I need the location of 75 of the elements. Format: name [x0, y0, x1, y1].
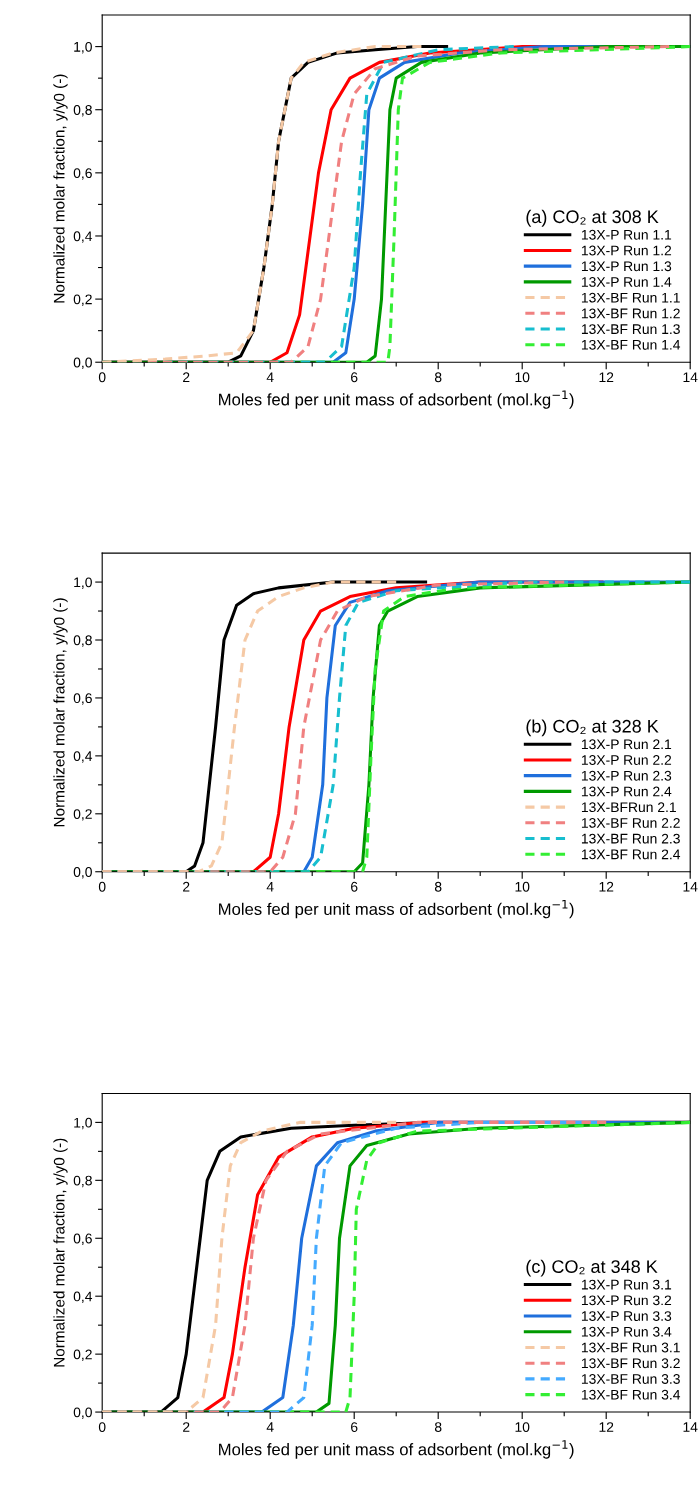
- legend-label: 13X-P Run 2.3: [581, 770, 672, 781]
- x-tick-label: 12: [599, 1422, 614, 1432]
- y-tick-label: 0,4: [73, 231, 93, 243]
- legend-label: 13X-P Run 3.3: [581, 1311, 672, 1321]
- x-tick-label: 0: [98, 881, 106, 892]
- x-tick-label: 2: [183, 372, 190, 383]
- legend-label: 13X-P Run 2.2: [581, 755, 672, 765]
- x-tick-label: 4: [266, 881, 274, 892]
- y-tick-label: 0,2: [73, 809, 92, 821]
- legend-label: 13X-BFRun 2.1: [581, 802, 676, 813]
- y-tick-label: 0,4: [73, 751, 93, 763]
- legend-label: 13X-BF Run 3.2: [581, 1358, 680, 1369]
- legend-label: 13X-P Run 1.1: [581, 229, 672, 240]
- y-tick-label: 0,0: [73, 1407, 92, 1419]
- y-axis-title: Normalized molar fraction, y/y0 (-): [53, 1138, 68, 1367]
- legend-title: (b) CO₂ at 328 K: [526, 719, 659, 737]
- x-tick-label: 8: [434, 372, 442, 383]
- y-tick-label: 1,0: [74, 41, 92, 54]
- legend-label: 13X-BF Run 2.2: [581, 817, 680, 828]
- y-tick-label: 0,2: [73, 1349, 92, 1361]
- y-axis-title: Normalized molar fraction, y/y0 (-): [53, 598, 68, 827]
- y-tick-label: 0,8: [73, 105, 92, 117]
- x-tick-label: 10: [515, 372, 530, 383]
- x-tick-label: 6: [351, 1422, 358, 1432]
- legend-title: (a) CO₂ at 308 K: [526, 209, 659, 227]
- x-tick-label: 0: [98, 1422, 106, 1432]
- x-tick-label: 10: [515, 881, 530, 892]
- y-tick-label: 0,2: [73, 294, 92, 306]
- legend-label: 13X-BF Run 3.1: [581, 1342, 680, 1353]
- y-axis-title: Normalized molar fraction, y/y0 (-): [53, 74, 68, 303]
- x-tick-label: 8: [434, 1422, 442, 1432]
- x-tick-label: 14: [683, 881, 698, 892]
- x-tick-label: 6: [351, 881, 358, 892]
- legend-label: 13X-P Run 1.2: [581, 245, 672, 256]
- y-tick-label: 0,0: [73, 357, 92, 370]
- legend-label: 13X-BF Run 3.4: [581, 1389, 681, 1400]
- legend-label: 13X-BF Run 1.4: [581, 339, 681, 350]
- x-tick-label: 6: [351, 372, 358, 383]
- x-tick-label: 10: [515, 1422, 530, 1432]
- x-tick-label: 14: [683, 372, 698, 383]
- legend-label: 13X-BF Run 3.3: [581, 1374, 680, 1384]
- y-tick-label: 0,6: [73, 168, 92, 180]
- y-tick-label: 0,8: [73, 635, 92, 647]
- x-tick-label: 4: [266, 1422, 274, 1432]
- y-tick-label: 0,8: [73, 1175, 92, 1188]
- legend-label: 13X-P Run 3.1: [581, 1279, 672, 1290]
- y-tick-label: 0,6: [73, 1233, 92, 1246]
- legend-label: 13X-P Run 2.4: [581, 786, 672, 797]
- x-axis-title: Moles fed per unit mass of adsorbent (mol.kg$^{−1}$): [219, 899, 574, 919]
- legend-label: 13X-P Run 3.2: [581, 1295, 672, 1306]
- x-tick-label: 12: [599, 881, 614, 892]
- x-tick-label: 0: [98, 372, 106, 383]
- y-tick-label: 0,4: [73, 1291, 93, 1304]
- legend-label: 13X-P Run 1.4: [581, 277, 672, 287]
- x-tick-label: 2: [183, 1422, 190, 1432]
- legend-title: (c) CO₂ at 348 K: [526, 1259, 658, 1277]
- y-tick-label: 0,6: [73, 693, 92, 705]
- x-tick-label: 4: [266, 372, 274, 383]
- legend-label: 13X-BF Run 1.3: [581, 324, 680, 335]
- x-tick-label: 12: [599, 372, 614, 383]
- y-tick-label: 0,0: [73, 867, 92, 879]
- legend-label: 13X-BF Run 1.2: [581, 308, 680, 319]
- legend-label: 13X-P Run 2.1: [581, 739, 672, 750]
- x-axis-title: Moles fed per unit mass of adsorbent (mol.kg$^{−1}$): [219, 1440, 574, 1459]
- legend-label: 13X-P Run 3.4: [581, 1326, 672, 1337]
- x-tick-label: 14: [683, 1422, 698, 1432]
- x-axis-title: Moles fed per unit mass of adsorbent (mol.kg$^{−1}$): [219, 390, 574, 409]
- y-tick-label: 1,0: [74, 1117, 92, 1130]
- legend-label: 13X-P Run 1.3: [581, 261, 672, 272]
- legend-label: 13X-BF Run 2.3: [581, 833, 680, 844]
- legend-label: 13X-BF Run 1.1: [581, 292, 680, 303]
- x-tick-label: 2: [183, 881, 190, 892]
- y-tick-label: 1,0: [74, 577, 92, 589]
- x-tick-label: 8: [434, 881, 442, 892]
- legend-label: 13X-BF Run 2.4: [581, 849, 681, 860]
